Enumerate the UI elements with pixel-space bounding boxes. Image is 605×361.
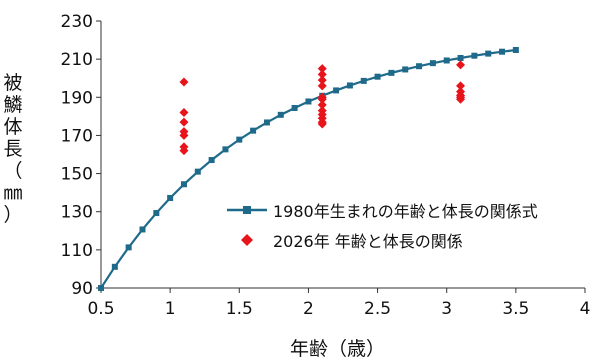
line-point-marker	[208, 157, 215, 164]
y-tick-label: 230	[61, 12, 93, 32]
line-point-marker	[333, 87, 340, 94]
line-point-marker	[305, 98, 312, 105]
line-point-marker	[471, 52, 478, 59]
line-point-marker	[277, 111, 284, 118]
x-tick-label: 1.5	[226, 299, 253, 319]
line-point-marker	[388, 69, 395, 76]
line-point-marker	[416, 63, 423, 70]
line-point-marker	[194, 168, 201, 175]
line-point-marker	[512, 46, 519, 53]
y-tick-label: 190	[61, 88, 93, 108]
y-axis-label-char: ）	[3, 204, 23, 226]
y-axis-label-char: （	[3, 160, 23, 182]
y-tick-label: 110	[61, 241, 93, 261]
line-point-marker	[180, 181, 187, 188]
line-point-marker	[374, 73, 381, 80]
y-axis-label-char: 体	[3, 116, 23, 138]
legend-label-1980: 1980年生まれの年齢と体長の関係式	[273, 202, 538, 221]
y-axis-label-char: 長	[3, 138, 23, 160]
y-axis-label-char: 被	[3, 72, 23, 94]
scatter-point-2026	[456, 94, 466, 104]
y-axis-label-char: ㎜	[3, 182, 23, 204]
scatter-point-2026	[179, 117, 189, 127]
line-point-marker	[402, 66, 409, 73]
line-point-marker	[291, 104, 298, 111]
scatter-point-2026	[317, 64, 327, 74]
y-tick-label: 130	[61, 203, 93, 223]
x-tick-label: 2.5	[364, 299, 391, 319]
scatter-point-2026	[179, 130, 189, 140]
legend-diamond-swatch	[241, 234, 253, 246]
line-point-marker	[499, 48, 506, 55]
line-point-marker	[98, 285, 104, 291]
scatter-point-2026	[179, 108, 189, 118]
scatter-point-2026	[179, 146, 189, 156]
line-point-marker	[360, 77, 367, 84]
x-tick-label: 3	[441, 299, 452, 319]
line-point-marker	[443, 57, 450, 64]
line-point-marker	[263, 119, 270, 126]
scatter-point-2026	[317, 119, 327, 129]
line-point-marker	[346, 82, 353, 89]
legend-item-1980: 1980年生まれの年齢と体長の関係式	[225, 195, 538, 225]
line-point-marker	[139, 226, 146, 233]
line-point-marker	[485, 50, 492, 57]
x-tick-label: 0.5	[87, 299, 114, 319]
line-point-marker	[111, 263, 118, 270]
legend: 1980年生まれの年齢と体長の関係式 2026年 年齢と体長の関係	[225, 195, 538, 255]
scatter-point-2026	[317, 100, 327, 110]
scatter-point-2026	[317, 69, 327, 79]
scatter-point-2026	[456, 81, 466, 91]
x-axis-label: 年齢（歳）	[289, 338, 385, 360]
y-tick-label: 210	[61, 50, 93, 70]
legend-line-swatch	[227, 206, 267, 214]
y-axis-label: 被鱗体長（㎜）	[2, 72, 24, 226]
line-point-marker	[236, 136, 243, 143]
line-point-marker	[429, 60, 436, 67]
line-point-marker	[167, 194, 174, 201]
x-tick-label: 1	[165, 299, 176, 319]
legend-label-2026: 2026年 年齢と体長の関係	[273, 232, 463, 251]
legend-item-2026: 2026年 年齢と体長の関係	[225, 225, 538, 255]
line-point-marker	[250, 127, 257, 134]
line-point-marker	[153, 210, 160, 217]
y-tick-label: 170	[61, 126, 93, 146]
scatter-point-2026	[317, 81, 327, 91]
x-tick-label: 4	[580, 299, 591, 319]
y-tick-label: 150	[61, 165, 93, 185]
x-tick-label: 2	[303, 299, 314, 319]
y-tick-label: 90	[71, 279, 93, 299]
line-point-marker	[222, 146, 229, 153]
scatter-point-2026	[317, 94, 327, 104]
x-tick-label: 3.5	[502, 299, 529, 319]
line-point-marker	[125, 244, 132, 251]
line-point-marker	[457, 54, 464, 61]
y-axis-label-char: 鱗	[3, 94, 23, 116]
scatter-point-2026	[456, 60, 466, 70]
scatter-point-2026	[317, 75, 327, 85]
scatter-point-2026	[179, 77, 189, 87]
